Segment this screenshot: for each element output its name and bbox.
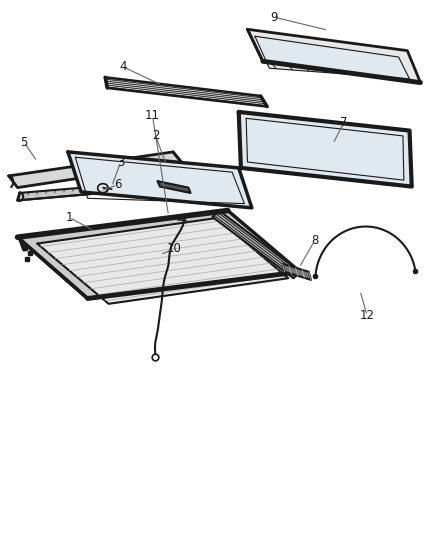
Polygon shape bbox=[158, 181, 191, 193]
Polygon shape bbox=[9, 152, 182, 188]
Text: 11: 11 bbox=[145, 109, 160, 122]
Text: 1: 1 bbox=[65, 211, 73, 224]
Text: 4: 4 bbox=[119, 60, 127, 73]
Text: 10: 10 bbox=[167, 243, 182, 255]
Text: 8: 8 bbox=[311, 235, 318, 247]
Polygon shape bbox=[283, 264, 311, 280]
Polygon shape bbox=[37, 218, 288, 304]
Text: 3: 3 bbox=[117, 156, 124, 169]
Polygon shape bbox=[255, 36, 410, 79]
Text: 5: 5 bbox=[21, 136, 28, 149]
Polygon shape bbox=[212, 211, 300, 278]
Polygon shape bbox=[105, 77, 267, 107]
Polygon shape bbox=[68, 152, 252, 208]
Text: 12: 12 bbox=[360, 309, 374, 322]
Text: 9: 9 bbox=[270, 11, 278, 23]
Polygon shape bbox=[18, 179, 191, 200]
Text: 6: 6 bbox=[113, 179, 121, 191]
Polygon shape bbox=[18, 211, 300, 298]
Polygon shape bbox=[247, 29, 420, 83]
Polygon shape bbox=[239, 112, 412, 187]
Text: 7: 7 bbox=[340, 116, 348, 129]
Text: 2: 2 bbox=[152, 129, 159, 142]
